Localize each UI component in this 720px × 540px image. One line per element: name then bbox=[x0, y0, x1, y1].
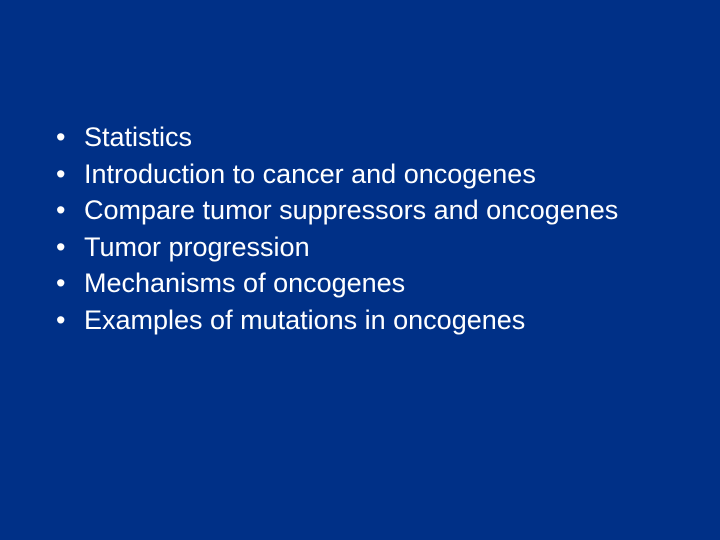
bullet-text: Statistics bbox=[84, 122, 192, 152]
list-item: Compare tumor suppressors and oncogenes bbox=[50, 193, 660, 228]
bullet-text: Introduction to cancer and oncogenes bbox=[84, 159, 536, 189]
list-item: Introduction to cancer and oncogenes bbox=[50, 157, 660, 192]
bullet-list: Statistics Introduction to cancer and on… bbox=[50, 120, 660, 337]
slide-container: Statistics Introduction to cancer and on… bbox=[0, 0, 720, 540]
list-item: Tumor progression bbox=[50, 230, 660, 265]
list-item: Mechanisms of oncogenes bbox=[50, 266, 660, 301]
list-item: Statistics bbox=[50, 120, 660, 155]
bullet-text: Compare tumor suppressors and oncogenes bbox=[84, 195, 618, 225]
bullet-text: Mechanisms of oncogenes bbox=[84, 268, 405, 298]
list-item: Examples of mutations in oncogenes bbox=[50, 303, 660, 338]
bullet-text: Tumor progression bbox=[84, 232, 310, 262]
bullet-text: Examples of mutations in oncogenes bbox=[84, 305, 525, 335]
